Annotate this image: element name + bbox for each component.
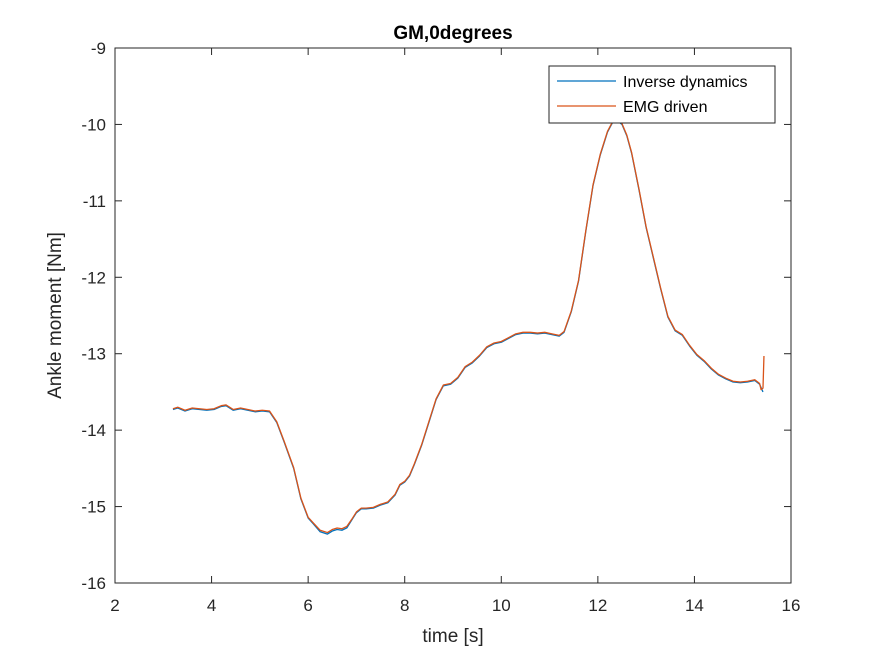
x-tick-label: 6 [303,596,312,615]
x-tick-label: 4 [207,596,216,615]
plot-lines [172,119,765,535]
x-tick-label: 10 [492,596,511,615]
x-tick-label: 16 [782,596,801,615]
y-tick-label: -12 [81,268,106,287]
y-tick-label: -10 [81,115,106,134]
axes-background [115,48,791,583]
series-line-emg-driven [172,119,765,534]
axes-box [114,47,792,584]
x-tick-label: 14 [685,596,704,615]
x-tick-label: 2 [110,596,119,615]
legend: Inverse dynamics EMG driven [548,65,776,124]
y-tick-label: -16 [81,574,106,593]
x-axis-label: time [s] [422,626,483,647]
y-axis-label: Ankle moment [Nm] [45,232,66,399]
x-tick-label: 8 [400,596,409,615]
y-tick-label: -14 [81,421,106,440]
y-tick-label: -15 [81,498,106,517]
legend-label-emg-driven: EMG driven [623,99,707,116]
x-axis: 2 4 6 8 10 12 14 16 [110,48,800,615]
y-axis: -16 -15 -14 -13 -12 -11 -10 -9 [81,39,791,593]
legend-box [548,65,776,124]
chart-title: GM,0degrees [393,23,512,44]
y-tick-label: -11 [83,192,106,211]
x-tick-label: 12 [588,596,607,615]
legend-label-inverse-dynamics: Inverse dynamics [623,74,748,91]
y-tick-label: -13 [81,345,106,364]
y-tick-label: -9 [91,39,106,58]
